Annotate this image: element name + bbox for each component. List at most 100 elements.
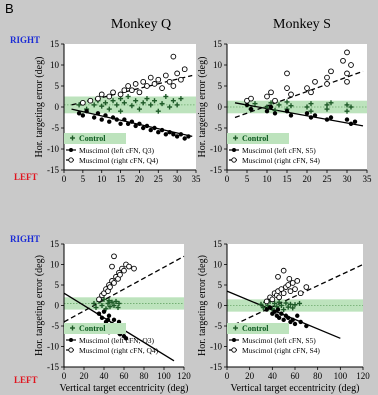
muscimol-right-point: [110, 89, 116, 96]
control-point: [152, 98, 158, 104]
muscimol-right-point: [344, 70, 350, 77]
muscimol-right-point: [170, 53, 177, 60]
control-point: [91, 300, 97, 306]
control-point: [159, 101, 165, 107]
muscimol-right-point: [155, 76, 162, 83]
legend-control-label: Control: [79, 324, 106, 333]
control-point: [167, 104, 173, 110]
muscimol-left-point: [107, 119, 112, 124]
right-label-top: RIGHT: [10, 35, 40, 45]
muscimol-right-point: [284, 70, 290, 77]
muscimol-left-point: [295, 313, 300, 318]
muscimol-left-point: [114, 117, 120, 122]
control-point: [115, 305, 121, 311]
control-point: [272, 300, 278, 306]
y-tick-label: 0: [55, 301, 60, 311]
muscimol-left-point: [186, 134, 191, 139]
muscimol-left-point: [76, 111, 82, 116]
panels: -15 -10 -5 0 5 10 15 0 5 10 15 20 25 30 35 Hor. targeti…: [34, 39, 372, 394]
legend-control-marker: [233, 135, 238, 141]
muscimol-left-point: [264, 307, 269, 312]
legend-control-swatch: [227, 323, 289, 334]
legend-right-marker: [231, 347, 237, 353]
muscimol-left-point: [99, 117, 104, 122]
control-point: [99, 303, 105, 308]
muscimol-right-point: [276, 294, 282, 301]
legend-left-marker: [232, 338, 236, 342]
x-tick-label: 30: [173, 174, 183, 184]
x-tick-label: 20: [135, 174, 145, 184]
control-point: [103, 306, 109, 312]
muscimol-left-point: [152, 125, 157, 131]
x-tick-label: 40: [100, 371, 110, 381]
control-point: [155, 108, 161, 114]
muscimol-right-point: [132, 81, 139, 87]
muscimol-right-point: [87, 97, 94, 104]
muscimol-left-point: [163, 132, 169, 137]
x-tick-label: 80: [313, 371, 323, 381]
control-point: [144, 96, 150, 102]
control-point: [114, 102, 120, 108]
y-tick-label: -15: [210, 362, 222, 372]
y-axis-label: Hor. targeting error (deg): [34, 255, 45, 356]
control-point: [258, 301, 264, 307]
x-tick-label: 0: [62, 174, 67, 184]
y-tick-label: 15: [50, 239, 60, 249]
control-point: [136, 106, 142, 112]
y-tick-label: 5: [218, 81, 223, 91]
control-point: [344, 102, 350, 108]
x-tick-label: 100: [334, 371, 348, 381]
muscimol-left-point: [286, 315, 291, 320]
muscimol-left-point: [101, 309, 107, 314]
control-point: [174, 102, 180, 108]
legend-right-label: Muscimol (right cFN, Q4): [79, 156, 159, 165]
legend-right-label: Muscimol (right cFN, S4): [242, 346, 320, 355]
control-point: [125, 94, 131, 99]
y-tick-label: 10: [50, 260, 60, 270]
control-point: [93, 305, 99, 311]
control-point: [99, 103, 105, 109]
muscimol-left-point: [105, 317, 111, 323]
x-tick-label: 5: [81, 174, 86, 184]
legend-right-marker: [68, 347, 74, 353]
legend: Control Muscimol (left cFN, Q3)Muscimol (…: [64, 323, 159, 355]
legend-right-label: Muscimol (right cFN, Q4): [79, 346, 159, 355]
muscimol-left-point: [123, 336, 129, 341]
y-tick-label: -10: [47, 342, 59, 352]
legend-right-label: Muscimol (right cFN, S4): [242, 156, 320, 165]
muscimol-right-point: [340, 57, 346, 64]
muscimol-left-point: [133, 123, 138, 129]
control-point: [283, 300, 289, 306]
y-tick-label: 0: [55, 102, 60, 112]
x-tick-label: 0: [62, 371, 67, 381]
muscimol-left-point: [272, 111, 278, 116]
muscimol-left-point: [304, 111, 310, 116]
muscimol-right-point: [275, 273, 281, 280]
control-point: [76, 102, 82, 108]
y-tick-label: 10: [213, 60, 223, 70]
muscimol-right-point: [107, 284, 113, 290]
x-tick-label: 100: [157, 371, 171, 381]
legend-control-marker: [70, 325, 75, 331]
muscimol-right-point: [292, 286, 298, 292]
muscimol-left-point: [298, 319, 303, 325]
x-tick-label: 20: [245, 371, 255, 381]
muscimol-right-point: [121, 267, 127, 274]
muscimol-left-point: [167, 130, 172, 135]
muscimol-left-point: [281, 317, 286, 323]
control-point: [105, 300, 111, 306]
legend-control-swatch: [64, 323, 126, 334]
legend-control-marker: [233, 325, 238, 331]
muscimol-right-point: [284, 85, 290, 91]
muscimol-right-point: [136, 89, 143, 96]
muscimol-left-point: [141, 125, 146, 131]
control-point: [252, 101, 258, 107]
x-tick-label: 35: [192, 174, 202, 184]
x-tick-label: 0: [225, 371, 230, 381]
x-tick-label: 10: [263, 174, 273, 184]
control-point: [308, 101, 314, 107]
control-point: [276, 102, 282, 108]
muscimol-left-point: [174, 134, 180, 139]
x-tick-label: 15: [116, 174, 126, 184]
muscimol-right-point: [268, 89, 274, 96]
